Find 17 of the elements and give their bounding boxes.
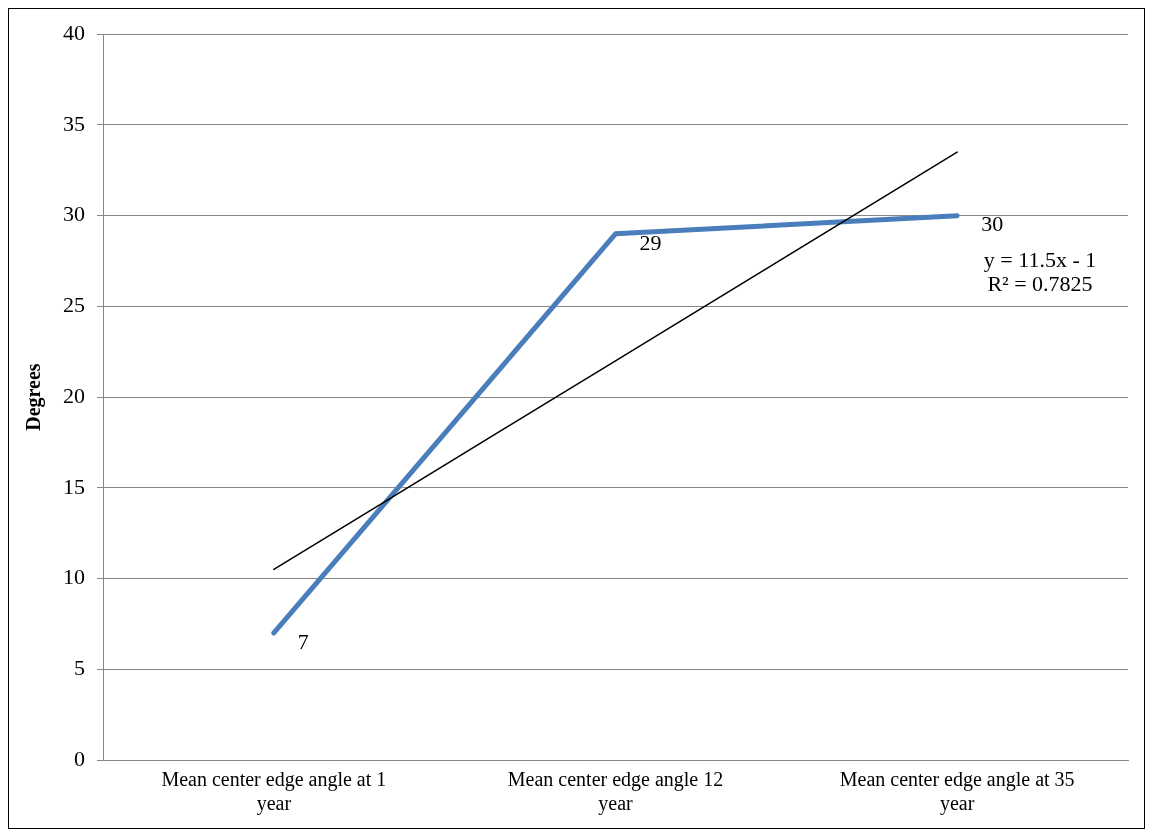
y-tick-label: 25: [63, 292, 85, 318]
x-tick-label: Mean center edge angle 12 year: [507, 768, 724, 816]
y-tick-label: 20: [63, 382, 85, 408]
y-tick-label: 0: [74, 745, 85, 771]
x-tick-label: Mean center edge angle at 1 year: [161, 768, 387, 816]
x-tick-label: Mean center edge angle at 35 year: [839, 768, 1075, 816]
data-label: 29: [639, 229, 662, 255]
y-tick-label: 35: [63, 110, 85, 136]
annotation: y = 11.5x - 1: [983, 246, 1097, 272]
data-label: 7: [297, 628, 309, 654]
y-tick-label: 30: [63, 201, 85, 227]
y-tick-label: 10: [63, 564, 85, 590]
y-tick-label: 5: [74, 655, 85, 681]
y-tick-label: 15: [63, 473, 85, 499]
y-tick-label: 40: [63, 19, 85, 45]
y-axis-title: Degrees: [22, 363, 46, 431]
data-label: 30: [981, 211, 1004, 237]
